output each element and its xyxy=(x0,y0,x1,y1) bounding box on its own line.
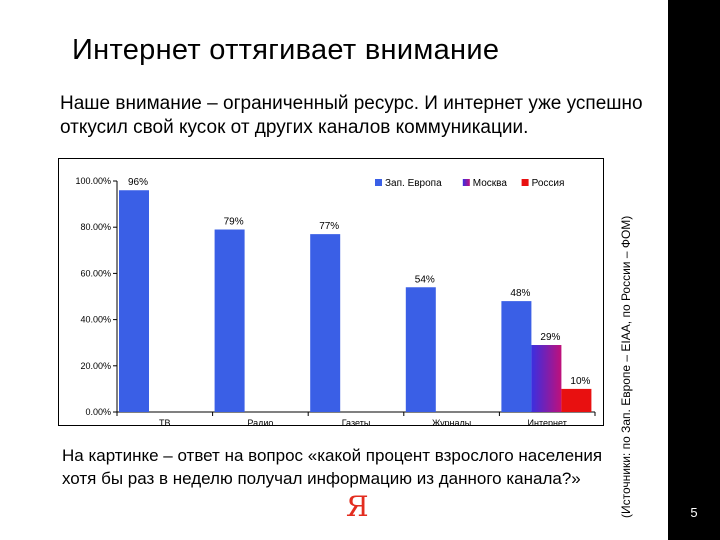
y-tick-label: 60.00% xyxy=(80,268,111,278)
legend-swatch xyxy=(375,179,382,186)
bar-value-label: 79% xyxy=(224,217,244,228)
bar xyxy=(214,229,245,412)
right-side-bar xyxy=(668,0,720,540)
bar-value-label: 96% xyxy=(128,177,148,188)
slide-subtitle: Наше внимание – ограниченный ресурс. И и… xyxy=(60,93,643,138)
bar xyxy=(531,345,562,412)
x-tick-label: Журналы xyxy=(432,418,471,425)
legend-swatch xyxy=(521,179,529,186)
slide-caption: На картинке – ответ на вопрос «какой про… xyxy=(62,446,603,488)
bar xyxy=(501,301,532,412)
bar xyxy=(405,287,436,412)
bar-value-label: 29% xyxy=(540,332,560,343)
y-tick-label: 40.00% xyxy=(80,315,111,325)
bar-value-label: 77% xyxy=(319,221,339,232)
page-number: 5 xyxy=(690,505,698,520)
legend-label: Москва xyxy=(473,178,508,189)
bar xyxy=(119,190,149,412)
legend-swatch xyxy=(462,179,470,186)
chart-frame: 0.00% 20.00% 40.00% 60.00% 80.00% 100.00% ТВ Ра… xyxy=(58,158,604,426)
source-note: (Источники: по Зап. Европе – EIAA, по Ро… xyxy=(619,215,633,518)
x-tick-label: Радио xyxy=(247,418,273,425)
slide-title: Интернет оттягивает внимание xyxy=(72,34,500,66)
x-tick-label: Интернет xyxy=(528,418,567,425)
bar-chart: 0.00% 20.00% 40.00% 60.00% 80.00% 100.00% ТВ Ра… xyxy=(75,176,596,425)
bar-value-label: 10% xyxy=(570,376,590,387)
bar-value-label: 54% xyxy=(415,274,435,285)
legend-label: Зап. Европа xyxy=(385,178,442,189)
yandex-logo: Я xyxy=(346,490,369,523)
bar xyxy=(561,388,592,412)
y-tick-label: 100.00% xyxy=(75,176,111,186)
y-tick-label: 20.00% xyxy=(80,361,111,371)
y-tick-label: 80.00% xyxy=(80,222,111,232)
y-tick-label: 0.00% xyxy=(85,407,111,417)
x-tick-label: ТВ xyxy=(159,418,171,425)
x-tick-label: Газеты xyxy=(342,418,371,425)
legend-label: Россия xyxy=(532,178,565,189)
bar-value-label: 48% xyxy=(510,288,530,299)
bar xyxy=(310,234,341,412)
